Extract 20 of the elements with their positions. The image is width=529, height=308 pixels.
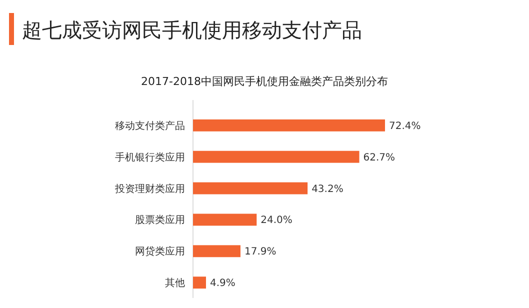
data-label: 72.4%: [389, 120, 421, 132]
chart-title: 超七成受访网民手机使用移动支付产品: [22, 18, 362, 42]
bar: [193, 182, 308, 194]
bar: [193, 119, 385, 132]
y-tick-label: 其他: [165, 277, 185, 290]
bar: [193, 214, 257, 226]
bar: [193, 150, 360, 163]
data-label: 24.0%: [260, 215, 292, 226]
chart-subtitle: 2017-2018中国网民手机使用金融类产品类别分布: [141, 75, 388, 88]
data-label: 62.7%: [363, 152, 396, 164]
y-tick-label: 移动支付类产品: [115, 120, 185, 132]
data-label: 4.9%: [210, 278, 236, 290]
y-tick-label: 投资理财类应用: [114, 182, 185, 195]
y-tick-label: 股票类应用: [135, 214, 185, 226]
bar: [193, 276, 206, 289]
data-label: 43.2%: [312, 184, 344, 195]
data-label: 17.9%: [244, 246, 276, 258]
y-tick-label: 网贷类应用: [135, 246, 185, 258]
bar: [193, 245, 240, 258]
y-tick-label: 手机银行类应用: [115, 151, 185, 164]
